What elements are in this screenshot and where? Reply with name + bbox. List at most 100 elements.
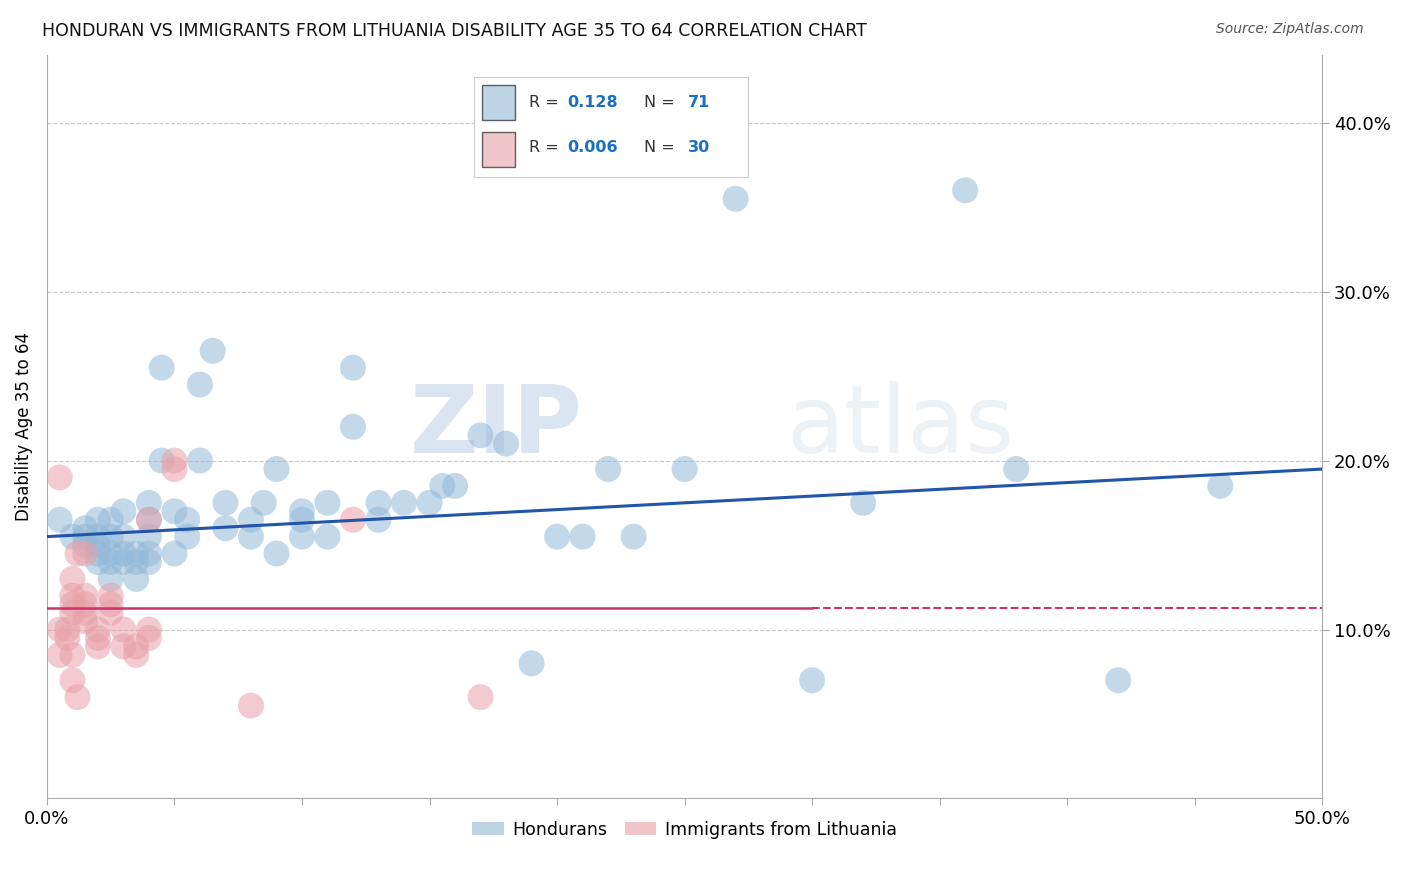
- Point: [266, 547, 288, 561]
- Point: [56, 631, 79, 645]
- Point: [316, 496, 339, 510]
- Point: [87, 555, 110, 569]
- Point: [87, 640, 110, 654]
- Point: [60, 648, 83, 662]
- Point: [125, 547, 148, 561]
- Point: [138, 513, 160, 527]
- Point: [60, 606, 83, 620]
- Point: [75, 547, 97, 561]
- Point: [138, 496, 160, 510]
- Point: [87, 631, 110, 645]
- Point: [87, 547, 110, 561]
- Point: [60, 572, 83, 586]
- Point: [112, 555, 135, 569]
- Point: [418, 496, 440, 510]
- Point: [60, 530, 83, 544]
- Point: [100, 513, 122, 527]
- Point: [48, 623, 70, 637]
- Point: [75, 589, 97, 603]
- Point: [138, 530, 160, 544]
- Point: [266, 462, 288, 476]
- Point: [1209, 479, 1232, 493]
- Point: [342, 360, 364, 375]
- Point: [724, 192, 747, 206]
- Point: [75, 530, 97, 544]
- Text: ZIP: ZIP: [409, 381, 582, 473]
- Point: [953, 183, 976, 197]
- Point: [673, 462, 696, 476]
- Point: [1107, 673, 1129, 688]
- Point: [188, 377, 211, 392]
- Point: [66, 690, 89, 705]
- Point: [100, 589, 122, 603]
- Point: [125, 572, 148, 586]
- Point: [316, 530, 339, 544]
- Point: [87, 538, 110, 552]
- Point: [112, 530, 135, 544]
- Point: [75, 521, 97, 535]
- Point: [163, 504, 186, 518]
- Point: [239, 530, 262, 544]
- Point: [291, 504, 314, 518]
- Point: [100, 547, 122, 561]
- Point: [112, 640, 135, 654]
- Point: [87, 623, 110, 637]
- Point: [125, 640, 148, 654]
- Point: [291, 530, 314, 544]
- Point: [596, 462, 619, 476]
- Point: [291, 513, 314, 527]
- Point: [444, 479, 467, 493]
- Point: [342, 419, 364, 434]
- Point: [138, 623, 160, 637]
- Point: [100, 572, 122, 586]
- Point: [163, 547, 186, 561]
- Point: [470, 428, 492, 442]
- Point: [112, 504, 135, 518]
- Point: [623, 530, 645, 544]
- Point: [66, 547, 89, 561]
- Point: [150, 453, 173, 467]
- Point: [214, 496, 236, 510]
- Point: [367, 513, 389, 527]
- Point: [163, 453, 186, 467]
- Point: [253, 496, 276, 510]
- Point: [520, 657, 543, 671]
- Point: [48, 470, 70, 484]
- Point: [138, 631, 160, 645]
- Point: [125, 648, 148, 662]
- Point: [87, 513, 110, 527]
- Point: [342, 513, 364, 527]
- Point: [60, 673, 83, 688]
- Point: [75, 538, 97, 552]
- Point: [48, 513, 70, 527]
- Point: [138, 555, 160, 569]
- Point: [201, 343, 224, 358]
- Point: [75, 597, 97, 611]
- Point: [176, 513, 198, 527]
- Point: [546, 530, 568, 544]
- Point: [60, 589, 83, 603]
- Text: atlas: atlas: [786, 381, 1015, 473]
- Point: [571, 530, 593, 544]
- Point: [392, 496, 415, 510]
- Point: [100, 555, 122, 569]
- Point: [239, 513, 262, 527]
- Point: [125, 555, 148, 569]
- Point: [75, 606, 97, 620]
- Point: [470, 690, 492, 705]
- Point: [239, 698, 262, 713]
- Point: [48, 648, 70, 662]
- Point: [138, 547, 160, 561]
- Point: [100, 530, 122, 544]
- Point: [75, 614, 97, 628]
- Text: Source: ZipAtlas.com: Source: ZipAtlas.com: [1216, 22, 1364, 37]
- Point: [138, 513, 160, 527]
- Point: [801, 673, 824, 688]
- Point: [150, 360, 173, 375]
- Point: [100, 597, 122, 611]
- Point: [852, 496, 875, 510]
- Text: HONDURAN VS IMMIGRANTS FROM LITHUANIA DISABILITY AGE 35 TO 64 CORRELATION CHART: HONDURAN VS IMMIGRANTS FROM LITHUANIA DI…: [42, 22, 868, 40]
- Point: [176, 530, 198, 544]
- Point: [56, 623, 79, 637]
- Point: [432, 479, 454, 493]
